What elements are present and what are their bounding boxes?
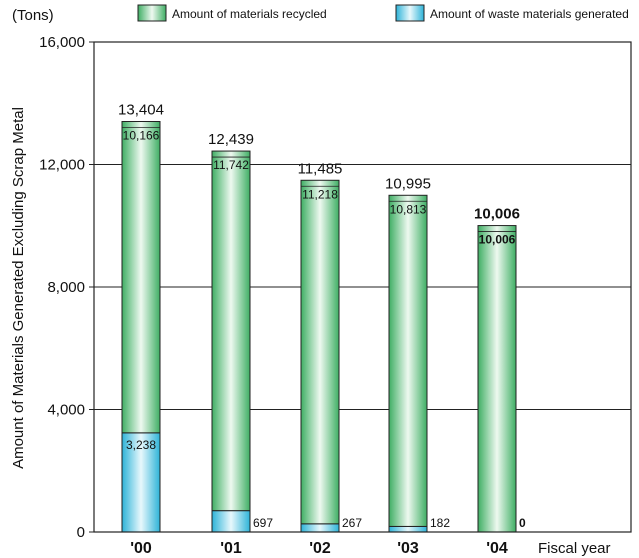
- x-axis-title: Fiscal year: [538, 540, 611, 557]
- recycled-label: 11,742: [213, 158, 249, 172]
- x-tick-label: '00: [130, 540, 152, 557]
- plot-frame: [93, 41, 632, 533]
- bar-waste: [121, 432, 161, 533]
- waste-label: 182: [430, 516, 450, 530]
- total-label: 12,439: [208, 131, 254, 148]
- y-axis-title: Amount of Materials Generated Excluding …: [10, 107, 27, 469]
- recycled-label: 10,813: [390, 202, 427, 216]
- waste-label: 3,238: [126, 438, 156, 452]
- x-tick-label: '02: [309, 540, 331, 557]
- total-label: 10,006: [474, 206, 520, 223]
- y-tick-label: 16,000: [39, 34, 85, 51]
- x-tick-label: '04: [486, 540, 508, 557]
- gridlines: [94, 164, 631, 410]
- bar-waste: [300, 523, 340, 533]
- waste-label: 0: [519, 516, 526, 530]
- legend-item-recycled: Amount of materials recycled: [137, 4, 327, 22]
- recycled-label: 11,218: [302, 187, 338, 201]
- y-tick-label: 12,000: [39, 157, 85, 174]
- y-tick-label: 4,000: [47, 402, 85, 419]
- legend-item-waste: Amount of waste materials generated: [395, 4, 629, 22]
- bar-recycled: [121, 121, 161, 434]
- unit-label: (Tons): [12, 7, 54, 24]
- bar-waste: [388, 525, 428, 533]
- x-tick-label: '03: [397, 540, 419, 557]
- legend-swatch-waste: [395, 4, 425, 22]
- x-tick-label: '01: [220, 540, 242, 557]
- bar-recycled: [477, 225, 517, 533]
- recycled-label: 10,006: [479, 233, 516, 247]
- waste-label: 267: [342, 516, 362, 530]
- y-axis-ticks: 0 4,000 8,000 12,000 16,000: [39, 34, 94, 541]
- bar-recycled: [300, 179, 340, 525]
- total-label: 13,404: [118, 102, 164, 119]
- legend-label-recycled: Amount of materials recycled: [172, 7, 327, 21]
- waste-label: 697: [253, 516, 273, 530]
- recycled-label: 10,166: [123, 129, 160, 143]
- bar-waste: [211, 510, 251, 533]
- legend-swatch-recycled: [137, 4, 167, 22]
- y-tick-label: 0: [77, 524, 85, 541]
- data-labels: '00 13,404 10,166 3,238 '01 12,439 11,742 697 '0…: [118, 102, 526, 557]
- legend: Amount of materials recycled Amount of w…: [137, 4, 629, 22]
- y-tick-label: 8,000: [47, 279, 85, 296]
- bar-recycled: [388, 194, 428, 527]
- bars: [121, 121, 517, 533]
- legend-label-waste: Amount of waste materials generated: [430, 7, 629, 21]
- total-label: 10,995: [385, 175, 431, 192]
- bar-recycled: [211, 150, 251, 512]
- total-label: 11,485: [298, 160, 343, 177]
